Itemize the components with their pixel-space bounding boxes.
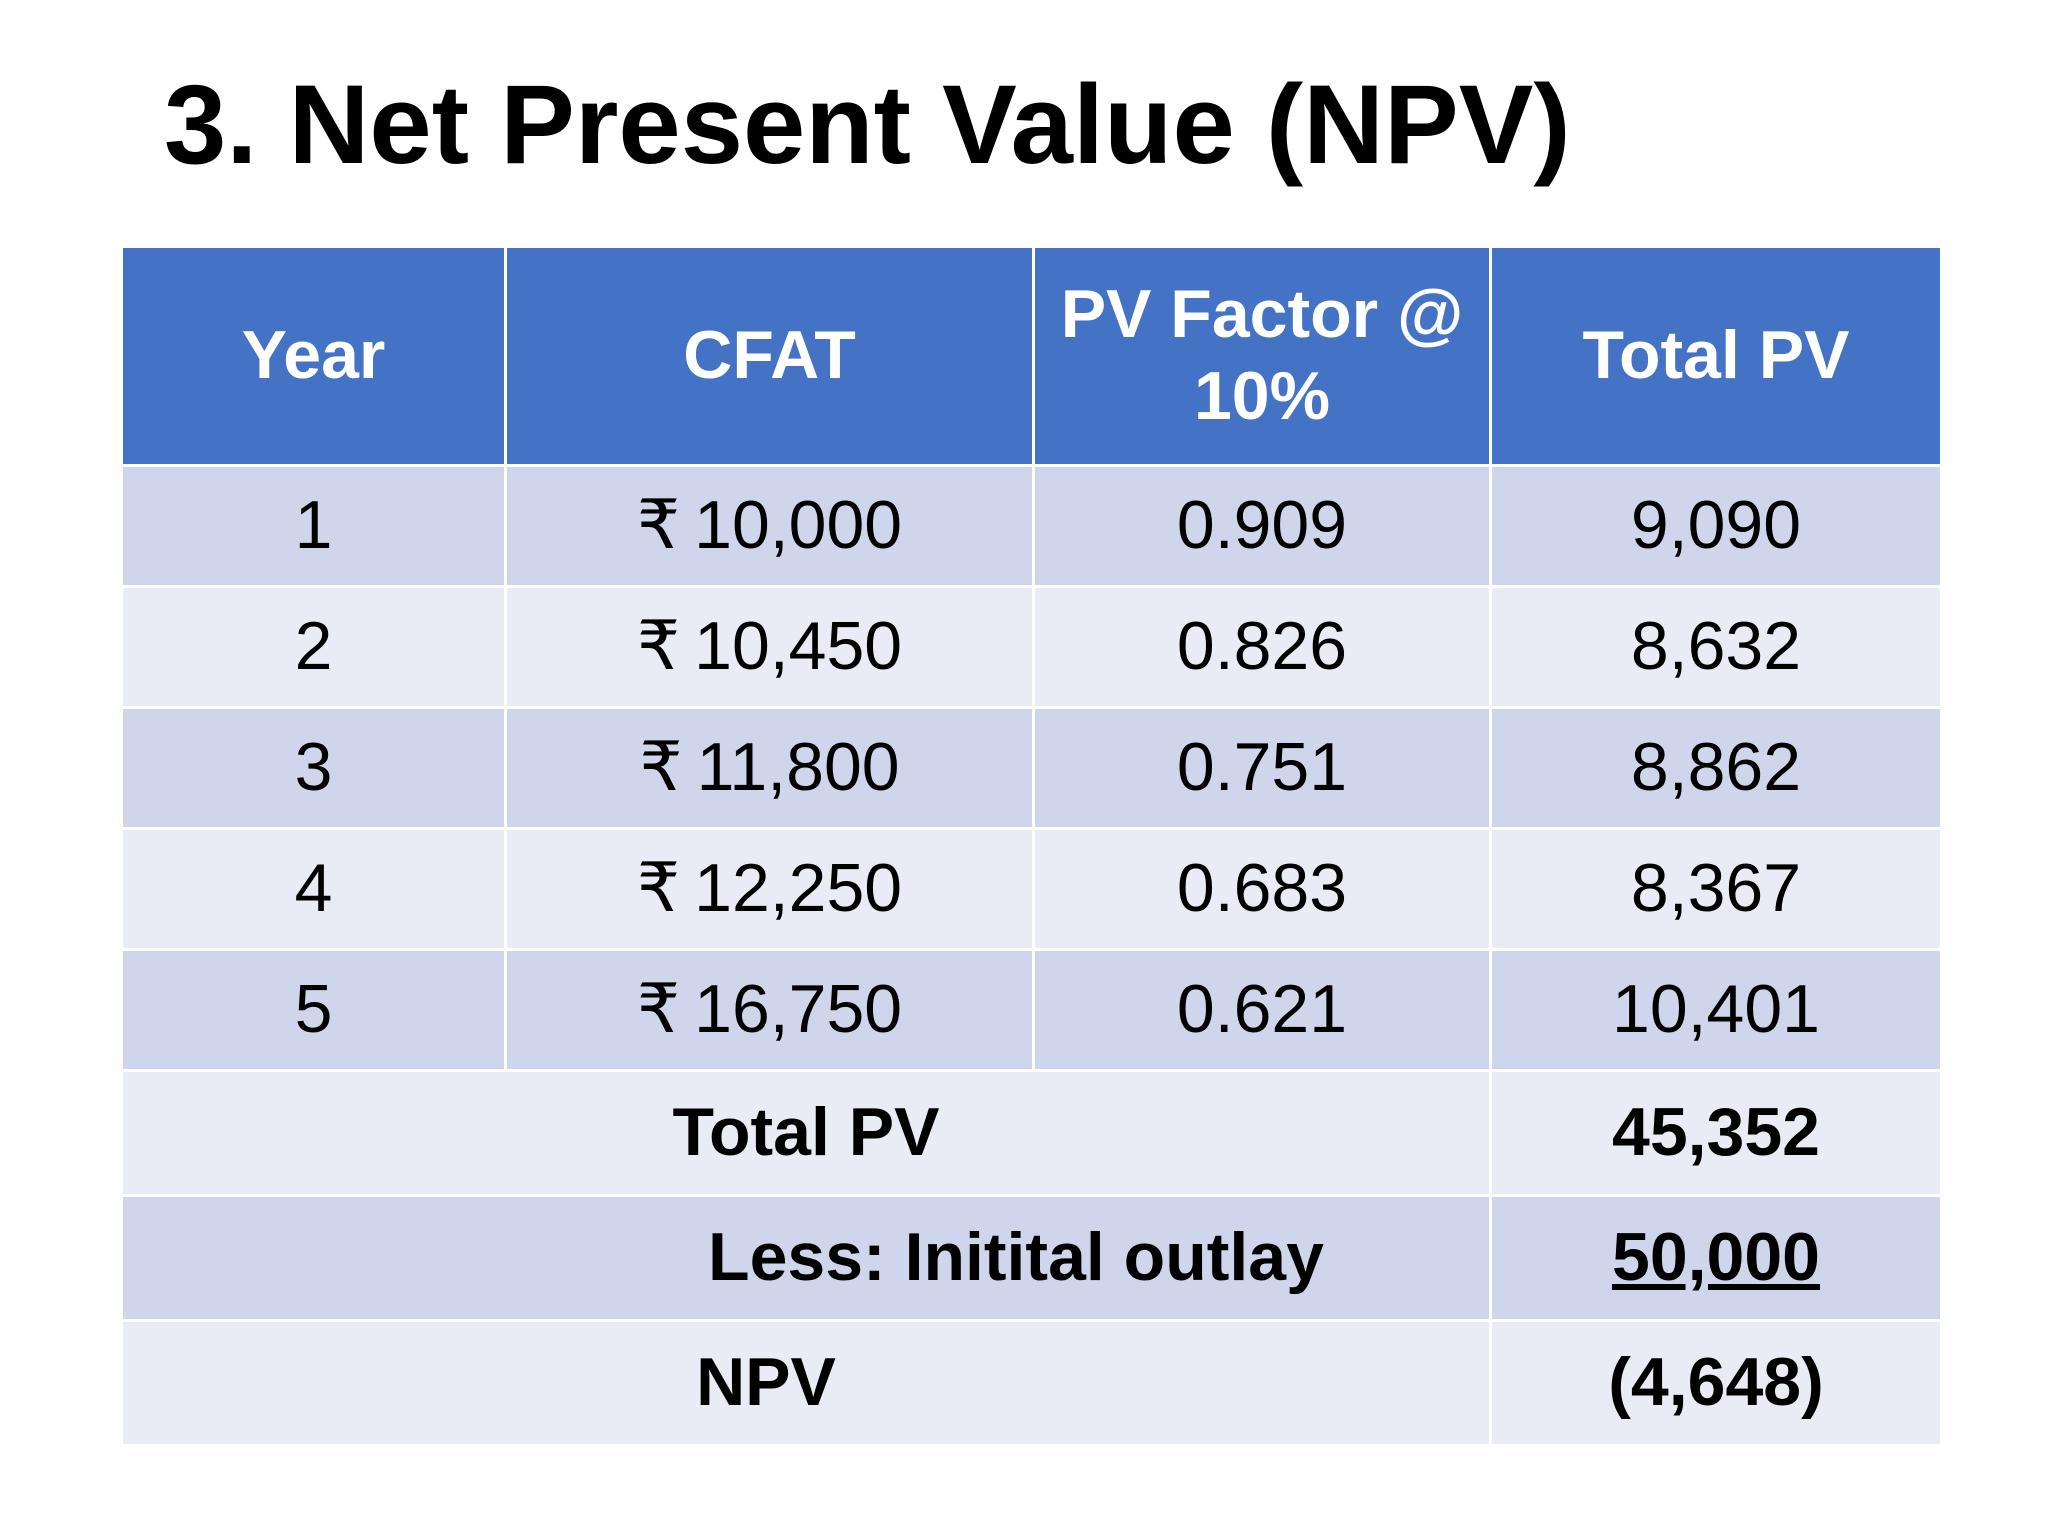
- table-row: 3 ₹11,800 0.751 8,862: [120, 706, 1943, 830]
- cell-cfat: ₹16,750: [504, 948, 1035, 1072]
- cell-cfat: ₹10,000: [504, 464, 1035, 588]
- cell-year: 4: [120, 827, 507, 951]
- table-row: 2 ₹10,450 0.826 8,632: [120, 585, 1943, 709]
- npv-row: NPV (4,648): [120, 1319, 1943, 1447]
- cell-pv-factor: 0.751: [1032, 706, 1492, 830]
- header-cfat: CFAT: [504, 245, 1035, 467]
- cell-pv-factor: 0.826: [1032, 585, 1492, 709]
- cell-total-pv: 8,862: [1489, 706, 1943, 830]
- header-total-pv: Total PV: [1489, 245, 1943, 467]
- table-row: 4 ₹12,250 0.683 8,367: [120, 827, 1943, 951]
- cell-cfat: ₹10,450: [504, 585, 1035, 709]
- cell-total-pv: 8,367: [1489, 827, 1943, 951]
- cell-pv-factor: 0.621: [1032, 948, 1492, 1072]
- npv-value: (4,648): [1489, 1319, 1943, 1447]
- cell-cfat: ₹12,250: [504, 827, 1035, 951]
- table-row: 1 ₹10,000 0.909 9,090: [120, 464, 1943, 588]
- cell-year: 1: [120, 464, 507, 588]
- total-pv-value: 45,352: [1489, 1069, 1943, 1197]
- cell-year: 2: [120, 585, 507, 709]
- cfat-value: 10,450: [694, 608, 903, 685]
- header-pv-factor-line1: PV Factor @: [1060, 276, 1464, 353]
- cell-year: 3: [120, 706, 507, 830]
- cell-pv-factor: 0.683: [1032, 827, 1492, 951]
- rupee-symbol: ₹: [636, 608, 681, 685]
- slide-title: 3. Net Present Value (NPV): [164, 62, 1571, 187]
- table-row: 5 ₹16,750 0.621 10,401: [120, 948, 1943, 1072]
- cell-total-pv: 8,632: [1489, 585, 1943, 709]
- cell-pv-factor: 0.909: [1032, 464, 1492, 588]
- cell-total-pv: 10,401: [1489, 948, 1943, 1072]
- rupee-symbol: ₹: [636, 850, 681, 927]
- total-pv-label: Total PV: [120, 1069, 1492, 1197]
- cell-total-pv: 9,090: [1489, 464, 1943, 588]
- cfat-value: 10,000: [694, 487, 903, 564]
- initial-outlay-amount: 50,000: [1612, 1219, 1820, 1296]
- cfat-value: 16,750: [694, 971, 903, 1048]
- initial-outlay-value: 50,000: [1489, 1194, 1943, 1322]
- cfat-value: 11,800: [696, 729, 900, 806]
- rupee-symbol: ₹: [636, 487, 681, 564]
- header-year: Year: [120, 245, 507, 467]
- header-pv-factor: PV Factor @ 10%: [1032, 245, 1492, 467]
- rupee-symbol: ₹: [636, 971, 681, 1048]
- initial-outlay-row: Less: Initital outlay 50,000: [120, 1194, 1943, 1322]
- cell-cfat: ₹11,800: [504, 706, 1035, 830]
- cfat-value: 12,250: [694, 850, 903, 927]
- rupee-symbol: ₹: [639, 729, 683, 806]
- cell-year: 5: [120, 948, 507, 1072]
- initial-outlay-label: Less: Initital outlay: [120, 1194, 1492, 1322]
- npv-table: Year CFAT PV Factor @ 10% Total PV 1 ₹10…: [120, 245, 1943, 1447]
- table-header-row: Year CFAT PV Factor @ 10% Total PV: [120, 245, 1943, 467]
- header-pv-factor-line2: 10%: [1193, 358, 1331, 434]
- npv-label: NPV: [120, 1319, 1492, 1447]
- total-pv-row: Total PV 45,352: [120, 1069, 1943, 1197]
